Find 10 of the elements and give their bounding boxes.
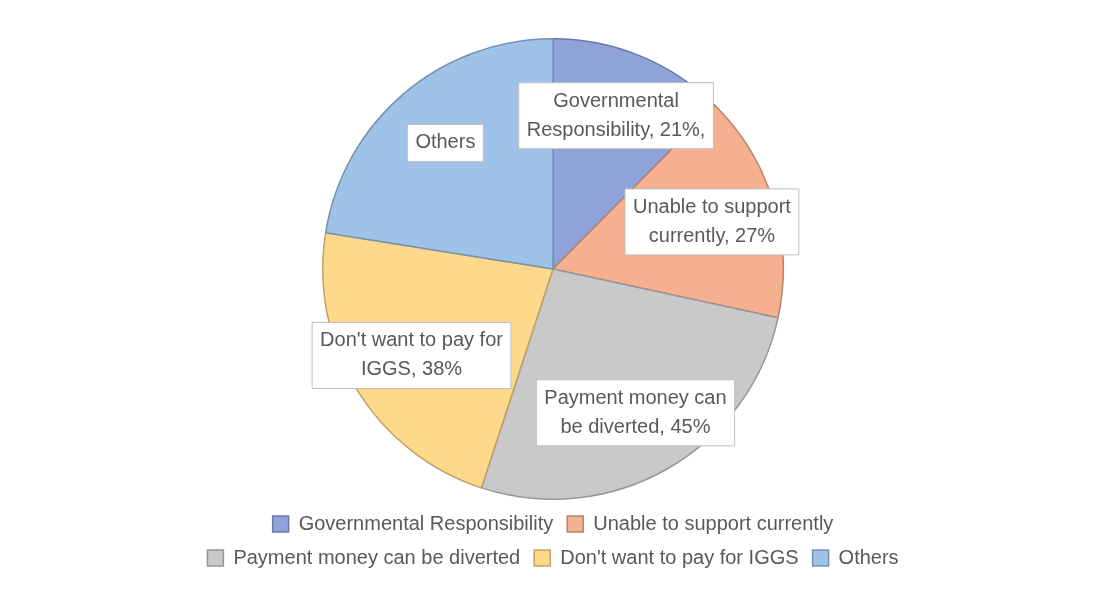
data-label: Others — [415, 130, 476, 153]
data-label: Payment money can be diverted, 45% — [544, 385, 727, 437]
legend-label: Others — [838, 545, 899, 568]
data-label: Governmental Responsibility, 21%, — [526, 88, 706, 140]
legend-label: Don't want to pay for IGGS — [560, 545, 799, 568]
legend-label: Payment money can be diverted — [233, 545, 521, 568]
data-label: Unable to support currently, 27% — [633, 194, 792, 246]
data-label: Don't want to pay for IGGS, 38% — [320, 328, 504, 380]
legend-label: Governmental Responsibility — [298, 511, 554, 534]
legend-label: Unable to support currently — [593, 511, 834, 534]
